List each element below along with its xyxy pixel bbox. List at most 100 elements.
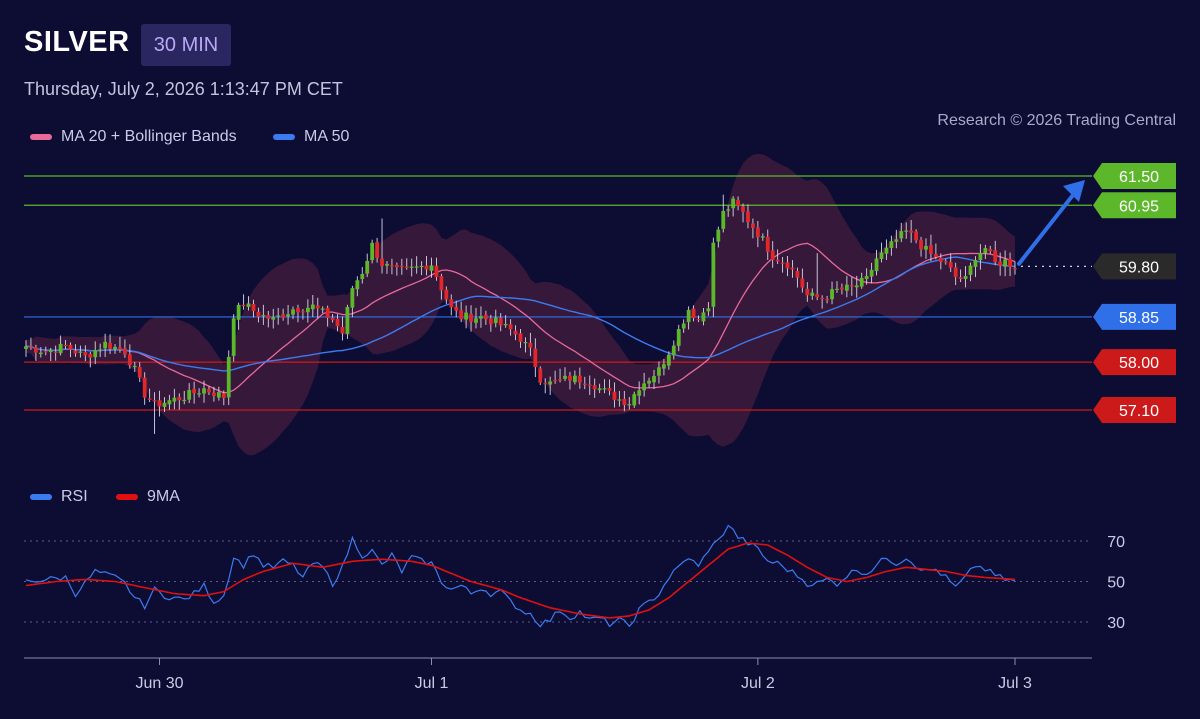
candle-body — [943, 261, 948, 263]
candle-body — [345, 307, 350, 334]
candle-body — [464, 312, 469, 320]
price-tag-bg — [1093, 397, 1176, 423]
candle-body — [993, 250, 998, 263]
candle-body — [256, 311, 261, 317]
candle — [147, 388, 152, 403]
candle — [657, 361, 661, 384]
candle — [993, 240, 998, 266]
level-tags: 61.50 60.95 59.80 58.85 58.00 57.10 — [1093, 163, 1176, 423]
candle — [385, 260, 389, 274]
ma20-swatch — [30, 134, 52, 140]
research-credit: Research © 2026 Trading Central — [937, 112, 1176, 129]
candle-body — [701, 312, 706, 322]
candle-body — [716, 229, 721, 242]
timeframe-badge[interactable]: 30 MIN — [141, 24, 231, 66]
candle-body — [375, 242, 379, 258]
candle-body — [691, 308, 696, 319]
price-tag-bg — [1093, 163, 1176, 189]
candle — [162, 397, 167, 413]
candle-body — [152, 400, 157, 402]
candle — [909, 220, 914, 243]
candle-body — [429, 265, 434, 271]
candle-body — [48, 350, 53, 352]
candle — [216, 386, 221, 401]
candle-body — [177, 396, 182, 401]
candle-body — [894, 239, 899, 242]
candle — [68, 342, 73, 358]
candle-body — [350, 288, 355, 308]
candle — [88, 351, 93, 368]
candle — [681, 319, 686, 333]
candle-body — [919, 239, 923, 250]
candle-body — [261, 315, 266, 317]
candle — [350, 285, 355, 318]
candle-body — [296, 308, 300, 313]
candle-body — [305, 307, 310, 313]
candle — [582, 376, 587, 390]
candle-body — [365, 260, 370, 274]
candle-body — [548, 381, 553, 385]
candle-body — [241, 304, 246, 307]
candle-body — [355, 280, 360, 290]
candle-body — [291, 309, 295, 315]
candlesticks — [24, 194, 1017, 434]
candle — [296, 304, 300, 323]
candle — [948, 253, 953, 273]
candle-body — [820, 297, 825, 300]
candle — [854, 275, 859, 298]
candle — [731, 196, 736, 217]
candle-body — [444, 289, 449, 300]
candle — [187, 383, 192, 404]
candle-body — [479, 316, 483, 319]
ma20-line — [25, 242, 1016, 394]
candle — [716, 226, 721, 248]
candle — [528, 332, 533, 357]
candle-body — [815, 294, 820, 298]
candle-body — [844, 284, 849, 291]
candle-body — [266, 315, 271, 319]
candle — [538, 366, 543, 386]
candle — [192, 381, 197, 404]
candle — [132, 361, 137, 372]
candle-body — [558, 379, 562, 381]
candle — [241, 294, 246, 310]
candle-body — [127, 354, 132, 366]
candle — [592, 378, 597, 398]
legend-ma20: MA 20 + Bollinger Bands — [30, 128, 237, 146]
candle-body — [647, 380, 651, 384]
candle-body — [58, 343, 63, 354]
candle — [409, 258, 414, 277]
candle — [479, 306, 483, 328]
candle — [879, 242, 884, 263]
candle — [459, 301, 464, 323]
candle-body — [513, 330, 518, 335]
candle-body — [671, 345, 676, 356]
candle — [291, 306, 295, 320]
candle — [958, 269, 963, 283]
candle — [889, 235, 894, 256]
candle — [24, 340, 28, 357]
candle — [587, 375, 592, 395]
arrow-shaft — [1017, 188, 1079, 266]
candle — [736, 196, 740, 211]
candle-body — [696, 319, 701, 321]
x-tick-label: Jul 2 — [741, 675, 775, 692]
candle — [434, 257, 439, 281]
candle-body — [404, 266, 409, 268]
candle — [231, 314, 236, 362]
candle-body — [236, 304, 241, 320]
candle-body — [192, 388, 197, 394]
candle-body — [523, 342, 528, 344]
legend-9ma: 9MA — [116, 488, 180, 506]
candle — [380, 218, 384, 274]
candle-body — [676, 329, 681, 346]
price-tag-label: 61.50 — [1119, 169, 1159, 186]
legend-ma50: MA 50 — [273, 128, 349, 146]
candle-body — [434, 265, 439, 278]
candle — [177, 393, 182, 410]
candle-body — [924, 245, 928, 250]
candle — [127, 344, 132, 369]
candle-body — [474, 318, 478, 323]
candle-body — [390, 265, 394, 267]
candle — [805, 282, 810, 302]
